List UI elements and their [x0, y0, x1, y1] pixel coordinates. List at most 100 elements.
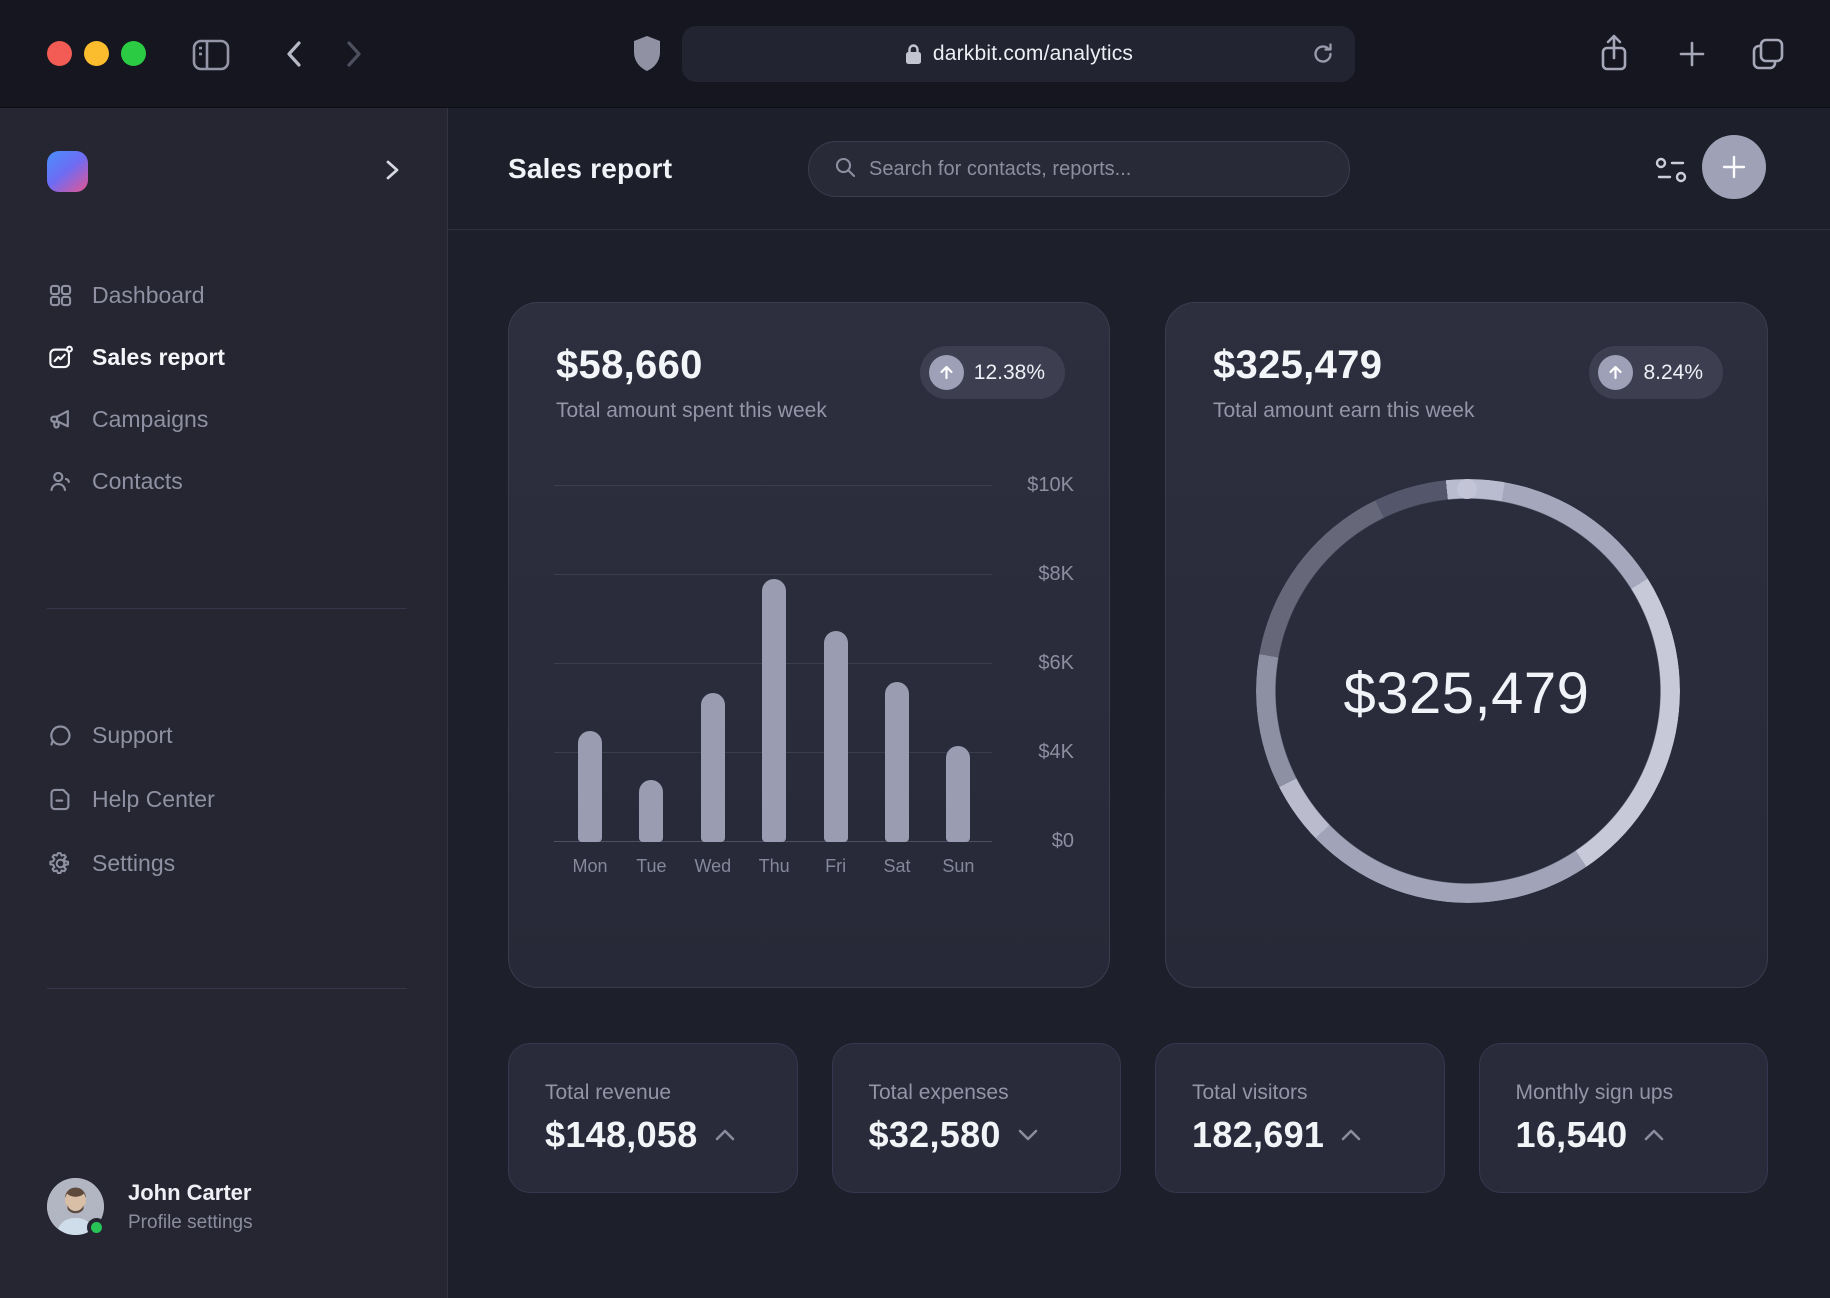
y-axis-tick-label: $8K — [1038, 563, 1074, 585]
bar-sat — [885, 681, 909, 842]
forward-button-icon[interactable] — [338, 36, 368, 72]
y-axis-tick-label: $10K — [1027, 474, 1074, 496]
sidebar-item-sales-report[interactable]: Sales report — [0, 335, 447, 379]
earn-change-value: 8.24% — [1643, 360, 1703, 384]
sidebar-item-support[interactable]: Support — [0, 713, 447, 757]
stat-label: Monthly sign ups — [1515, 1080, 1674, 1104]
donut-center-value: $325,479 — [1343, 661, 1590, 726]
earn-this-week-card: $325,479 Total amount earn this week 8.2… — [1165, 302, 1768, 988]
x-axis-day-label: Tue — [636, 856, 667, 876]
x-axis-day-label: Wed — [694, 856, 732, 876]
minimize-window-button[interactable] — [84, 41, 109, 66]
x-axis-day-label: Mon — [572, 856, 608, 876]
chevron-down-icon — [1017, 1128, 1039, 1142]
primary-nav: Dashboard Sales report — [0, 273, 447, 503]
bar-sun — [946, 746, 971, 842]
app-logo[interactable] — [47, 151, 88, 192]
profile-subtitle: Profile settings — [128, 1211, 253, 1233]
sidebar-item-label: Help Center — [92, 785, 215, 812]
weekly-spend-bar-chart: $10K $8K $6K $4K $0 Mon Tue Wed Thu Fri Sat Sun — [554, 453, 1074, 876]
x-axis-day-label: Thu — [758, 856, 790, 876]
stat-card-total-expenses[interactable]: Total expenses $32,580 — [831, 1043, 1121, 1193]
zoom-window-button[interactable] — [121, 41, 146, 66]
stat-card-total-revenue[interactable]: Total revenue $148,058 — [508, 1043, 798, 1193]
gridline — [554, 485, 992, 486]
sidebar-item-dashboard[interactable]: Dashboard — [0, 273, 447, 317]
online-status-dot — [87, 1218, 106, 1237]
chat-bubble-icon — [47, 722, 74, 749]
earn-change-badge: 8.24% — [1589, 346, 1723, 399]
spent-change-value: 12.38% — [973, 360, 1045, 384]
bar-mon — [578, 730, 602, 842]
reload-icon[interactable] — [1309, 40, 1337, 73]
filter-sliders-icon[interactable] — [1652, 152, 1692, 188]
sidebar-item-label: Campaigns — [92, 405, 209, 432]
sidebar-item-label: Sales report — [92, 343, 225, 370]
bar-fri — [823, 630, 848, 842]
gear-icon — [47, 850, 74, 877]
stat-value: 182,691 — [1192, 1113, 1325, 1155]
share-icon[interactable] — [1596, 32, 1632, 76]
sidebar-item-label: Dashboard — [92, 281, 205, 308]
new-tab-icon[interactable] — [1676, 38, 1708, 70]
gridline — [554, 574, 992, 575]
close-window-button[interactable] — [47, 41, 72, 66]
stats-row: Total revenue $148,058 Total expenses $3… — [508, 1043, 1768, 1193]
search-input[interactable] — [869, 157, 1325, 181]
y-axis-tick-label: $4K — [1038, 741, 1074, 763]
profile-settings-item[interactable]: John Carter Profile settings — [47, 1178, 253, 1237]
privacy-shield-icon[interactable] — [630, 34, 664, 74]
sidebar-item-help-center[interactable]: Help Center — [0, 777, 447, 821]
back-button-icon[interactable] — [280, 36, 310, 72]
sidebar-collapse-chevron-icon[interactable] — [379, 155, 405, 190]
search-bar[interactable] — [808, 141, 1350, 197]
people-icon — [47, 468, 74, 495]
sidebar-item-contacts[interactable]: Contacts — [0, 459, 447, 503]
y-axis-tick-label: $0 — [1051, 830, 1074, 852]
sidebar-item-settings[interactable]: Settings — [0, 841, 447, 885]
dashboard-grid-icon — [47, 282, 74, 309]
donut-ring-cap — [1456, 479, 1477, 499]
bar-tue — [639, 779, 664, 842]
stat-value: $32,580 — [868, 1113, 1001, 1155]
secondary-nav: Support Help Center Sett — [0, 713, 447, 885]
stat-label: Total visitors — [1192, 1080, 1308, 1104]
lock-icon — [904, 42, 923, 66]
main-content: Sales report — [448, 108, 1830, 1298]
earn-donut-ring — [1256, 479, 1680, 903]
app-header: Sales report — [448, 108, 1830, 230]
sidebar-item-label: Support — [92, 721, 173, 748]
stat-label: Total expenses — [868, 1080, 1009, 1104]
tab-overview-icon[interactable] — [1748, 34, 1788, 74]
arrow-up-icon — [1598, 355, 1634, 390]
toggle-browser-sidebar-icon[interactable] — [189, 37, 233, 73]
profile-name: John Carter — [128, 1179, 252, 1205]
document-icon — [47, 786, 74, 813]
stat-value: 16,540 — [1515, 1113, 1628, 1155]
bar-wed — [700, 692, 725, 842]
stat-card-monthly-sign-ups[interactable]: Monthly sign ups 16,540 — [1478, 1043, 1768, 1193]
chevron-up-icon — [1643, 1128, 1665, 1142]
stat-card-total-visitors[interactable]: Total visitors 182,691 — [1155, 1043, 1445, 1193]
earn-subtitle: Total amount earn this week — [1213, 399, 1475, 422]
x-axis-day-label: Sat — [883, 856, 911, 876]
sidebar-divider — [47, 988, 407, 989]
sidebar: Dashboard Sales report — [0, 108, 448, 1298]
y-axis-tick-label: $6K — [1038, 652, 1074, 674]
page-title: Sales report — [508, 153, 673, 184]
address-bar[interactable]: darkbit.com/analytics — [682, 26, 1355, 82]
megaphone-icon — [47, 406, 74, 433]
spent-change-badge: 12.38% — [919, 346, 1065, 399]
url-text: darkbit.com/analytics — [932, 42, 1134, 65]
x-axis-day-label: Fri — [825, 856, 847, 876]
chevron-up-icon — [714, 1128, 736, 1142]
search-icon — [833, 155, 857, 184]
earn-value: $325,479 — [1213, 343, 1383, 387]
spent-value: $58,660 — [556, 343, 703, 387]
sidebar-item-campaigns[interactable]: Campaigns — [0, 397, 447, 441]
spent-this-week-card: $58,660 Total amount spent this week 12.… — [508, 302, 1110, 988]
add-button[interactable] — [1702, 135, 1766, 199]
chevron-up-icon — [1340, 1128, 1362, 1142]
spent-subtitle: Total amount spent this week — [556, 399, 827, 422]
